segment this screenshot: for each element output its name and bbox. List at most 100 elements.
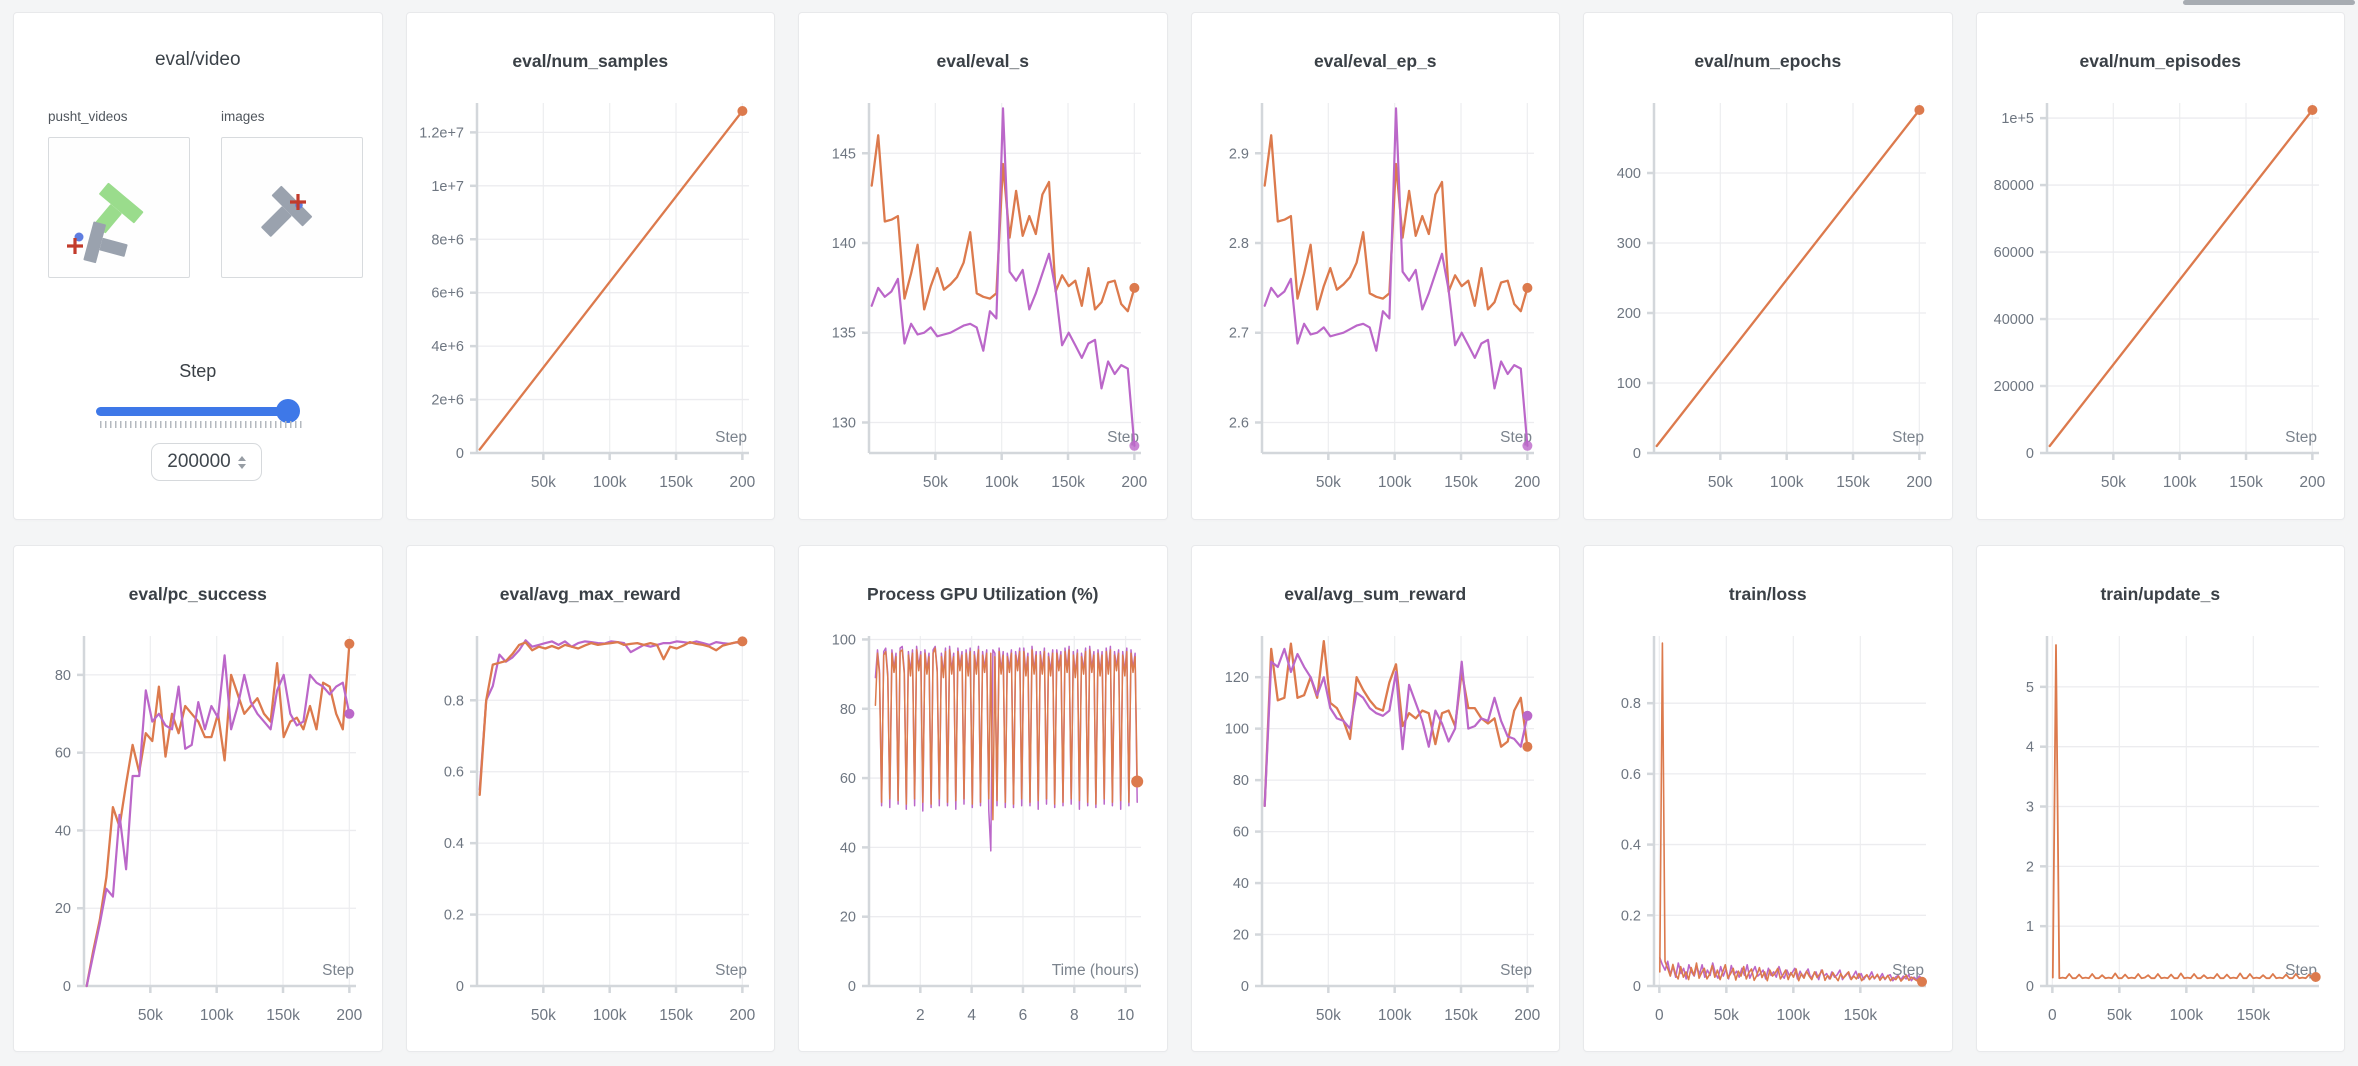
svg-text:Step: Step xyxy=(1892,962,1924,979)
chart-title: train/loss xyxy=(1728,583,1807,604)
chart-canvas-avg-sum-reward[interactable]: 50k 100k 150k 200 0 20 40 60 80 100 120 Step xyxy=(1204,624,1552,1026)
svg-text:1: 1 xyxy=(2025,919,2033,935)
chart-title: eval/num_episodes xyxy=(2079,51,2241,71)
svg-text:200: 200 xyxy=(1514,474,1540,491)
svg-text:50k: 50k xyxy=(2106,1007,2131,1024)
chart-title: Process GPU Utilization (%) xyxy=(867,583,1099,604)
step-slider-track[interactable] xyxy=(96,407,298,416)
svg-text:150k: 150k xyxy=(2229,474,2263,491)
svg-text:0.8: 0.8 xyxy=(443,693,463,709)
stepper-spinner[interactable] xyxy=(237,455,246,469)
panel-gpu-utilization: Process GPU Utilization (%) 2 4 6 8 10 0 20 40 6… xyxy=(798,544,1168,1052)
svg-text:100k: 100k xyxy=(592,1007,626,1024)
target-cross xyxy=(290,194,306,210)
svg-text:80: 80 xyxy=(55,667,71,683)
svg-text:2e+6: 2e+6 xyxy=(431,393,464,409)
svg-text:150k: 150k xyxy=(1844,1007,1878,1024)
svg-text:400: 400 xyxy=(1617,166,1641,182)
svg-text:100k: 100k xyxy=(592,474,626,491)
chart-title: eval/num_samples xyxy=(512,51,669,71)
svg-text:1.2e+7: 1.2e+7 xyxy=(419,125,464,141)
step-slider-label: Step xyxy=(179,361,217,381)
panel-eval-avg-max-reward: eval/avg_max_reward 50k 100k 150k 200 0 0.2 0.… xyxy=(405,544,775,1052)
svg-text:200: 200 xyxy=(1617,306,1641,322)
svg-text:4: 4 xyxy=(967,1007,976,1024)
svg-text:50k: 50k xyxy=(530,474,555,491)
svg-text:Step: Step xyxy=(1107,429,1139,446)
svg-text:140: 140 xyxy=(832,236,856,252)
chart-title: eval/num_epochs xyxy=(1694,51,1842,71)
svg-text:1e+5: 1e+5 xyxy=(2001,111,2034,127)
svg-text:40: 40 xyxy=(55,823,71,839)
svg-text:6: 6 xyxy=(1019,1007,1028,1024)
target-cross xyxy=(67,238,83,254)
svg-text:50k: 50k xyxy=(1708,474,1733,491)
svg-text:135: 135 xyxy=(832,326,856,342)
svg-text:150k: 150k xyxy=(659,474,693,491)
chart-canvas-eval-s[interactable]: 50k 100k 150k 200 130 135 140 145 Step xyxy=(811,91,1159,493)
svg-text:50k: 50k xyxy=(1714,1007,1739,1024)
svg-text:200: 200 xyxy=(1514,1007,1540,1024)
svg-text:0: 0 xyxy=(1655,1007,1664,1024)
svg-text:0.4: 0.4 xyxy=(443,836,463,852)
pusht-scene-graphic xyxy=(67,182,144,264)
chart-canvas-train-loss[interactable]: 0 50k 100k 150k 0 0.2 0.4 0.6 0.8 Step xyxy=(1596,624,1944,1026)
spinner-down-icon[interactable] xyxy=(237,463,246,469)
chart-canvas-num-episodes[interactable]: 50k 100k 150k 200 0 20000 40000 60000 80000 1e+5 S… xyxy=(1989,91,2337,493)
svg-text:0.6: 0.6 xyxy=(443,764,463,780)
svg-text:100k: 100k xyxy=(1377,474,1411,491)
svg-text:120: 120 xyxy=(1224,670,1248,686)
svg-text:200: 200 xyxy=(729,474,755,491)
chart-canvas-num-samples[interactable]: 50k 100k 150k 200 0 2e+6 4e+6 6e+6 8e+6 1e+7 1.2e+… xyxy=(419,91,767,493)
svg-text:60000: 60000 xyxy=(1993,245,2033,261)
line-chart-svg: 50k 100k 150k 200 130 135 140 145 Step xyxy=(832,103,1148,491)
svg-text:50k: 50k xyxy=(923,474,948,491)
svg-text:200: 200 xyxy=(336,1007,362,1024)
svg-text:150k: 150k xyxy=(1836,474,1870,491)
line-chart-svg: 0 50k 100k 150k 0 0.2 0.4 0.6 0.8 Step xyxy=(1621,635,1927,1024)
svg-text:2.7: 2.7 xyxy=(1228,326,1248,342)
svg-text:8: 8 xyxy=(1070,1007,1079,1024)
svg-text:150k: 150k xyxy=(2236,1007,2270,1024)
panel-eval-avg-sum-reward: eval/avg_sum_reward 50k 100k 150k 200 0 20 40 6… xyxy=(1190,544,1560,1052)
chart-canvas-gpu-utilization[interactable]: 2 4 6 8 10 0 20 40 60 80 100 Time (hours) xyxy=(811,624,1159,1026)
svg-text:6e+6: 6e+6 xyxy=(431,286,464,302)
chart-canvas-num-epochs[interactable]: 50k 100k 150k 200 0 100 200 300 400 Step xyxy=(1596,91,1944,493)
svg-text:0.6: 0.6 xyxy=(1621,766,1641,782)
svg-text:Step: Step xyxy=(2285,429,2317,446)
step-value: 200000 xyxy=(167,451,231,472)
chart-canvas-pc-success[interactable]: 50k 100k 150k 200 0 20 40 60 80 Step xyxy=(26,624,374,1026)
step-slider-thumb[interactable] xyxy=(276,399,300,423)
svg-text:60: 60 xyxy=(55,745,71,761)
line-chart-svg: 50k 100k 150k 200 0 20 40 60 80 100 120 Step xyxy=(1224,635,1540,1024)
media-label-pusht-videos: pusht_videos xyxy=(48,109,128,124)
svg-text:2: 2 xyxy=(916,1007,925,1024)
svg-text:Step: Step xyxy=(1892,429,1924,446)
svg-text:50k: 50k xyxy=(530,1007,555,1024)
step-number-input[interactable]: 200000 xyxy=(151,443,262,481)
svg-text:60: 60 xyxy=(1232,824,1248,840)
svg-text:0.2: 0.2 xyxy=(443,907,463,923)
svg-text:0: 0 xyxy=(455,979,463,995)
svg-text:Step: Step xyxy=(1500,429,1532,446)
panel-grid: eval/video pusht_videos images xyxy=(13,12,2345,1052)
video-thumbnail-pusht[interactable] xyxy=(48,137,190,278)
chart-canvas-eval-ep-s[interactable]: 50k 100k 150k 200 2.6 2.7 2.8 2.9 Step xyxy=(1204,91,1552,493)
panel-eval-num-epochs: eval/num_epochs 50k 100k 150k 200 0 100 200 300… xyxy=(1583,12,1953,520)
svg-text:0.2: 0.2 xyxy=(1621,908,1641,924)
chart-title: train/update_s xyxy=(2100,583,2221,604)
scrollbar-thumb[interactable] xyxy=(2183,0,2355,5)
svg-text:2.8: 2.8 xyxy=(1228,236,1248,252)
image-thumbnail[interactable] xyxy=(221,137,363,278)
line-chart-svg: 50k 100k 150k 200 0 2e+6 4e+6 6e+6 8e+6 1e+7 1.2e+… xyxy=(419,103,755,491)
svg-text:0: 0 xyxy=(2025,979,2033,995)
chart-canvas-avg-max-reward[interactable]: 50k 100k 150k 200 0 0.2 0.4 0.6 0.8 Step xyxy=(419,624,767,1026)
svg-text:100: 100 xyxy=(1224,721,1248,737)
svg-text:5: 5 xyxy=(2025,679,2033,695)
svg-text:200: 200 xyxy=(1906,474,1932,491)
svg-text:100k: 100k xyxy=(1770,474,1804,491)
svg-text:8e+6: 8e+6 xyxy=(431,232,464,248)
svg-text:20: 20 xyxy=(55,901,71,917)
spinner-up-icon[interactable] xyxy=(237,455,246,461)
chart-canvas-train-update-s[interactable]: 0 50k 100k 150k 0 1 2 3 4 5 Step xyxy=(1989,624,2337,1026)
